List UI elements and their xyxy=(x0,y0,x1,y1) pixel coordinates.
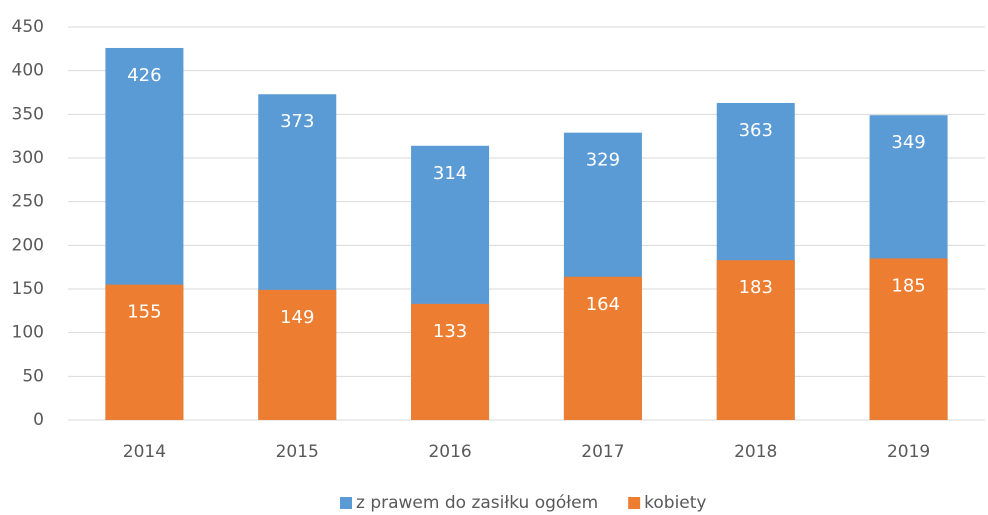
y-tick-label: 400 xyxy=(12,61,44,81)
x-tick-label: 2018 xyxy=(734,442,777,462)
bar xyxy=(563,276,642,420)
bar xyxy=(258,289,337,420)
y-tick-label: 100 xyxy=(12,323,44,343)
bar xyxy=(716,260,795,420)
legend-label: kobiety xyxy=(644,493,706,513)
x-tick-label: 2015 xyxy=(276,442,319,462)
bar xyxy=(105,284,184,420)
x-tick-label: 2014 xyxy=(123,442,166,462)
y-tick-label: 200 xyxy=(12,235,44,255)
bar xyxy=(411,303,490,420)
y-tick-label: 50 xyxy=(22,366,44,386)
data-label: 185 xyxy=(891,275,925,296)
x-tick-label: 2016 xyxy=(428,442,471,462)
data-label: 164 xyxy=(586,294,620,315)
data-label: 349 xyxy=(891,132,925,153)
data-label: 329 xyxy=(586,150,620,171)
data-label: 133 xyxy=(433,321,467,342)
y-tick-label: 150 xyxy=(12,279,44,299)
data-label: 183 xyxy=(739,277,773,298)
y-tick-label: 250 xyxy=(12,192,44,212)
legend-swatch xyxy=(340,497,352,509)
x-tick-label: 2017 xyxy=(581,442,624,462)
data-label: 155 xyxy=(127,302,161,323)
legend-label: z prawem do zasiłku ogółem xyxy=(356,493,598,513)
data-label: 149 xyxy=(280,307,314,328)
y-tick-label: 0 xyxy=(33,410,44,430)
y-tick-label: 350 xyxy=(12,104,44,124)
x-tick-label: 2019 xyxy=(887,442,930,462)
legend-swatch xyxy=(628,497,641,509)
y-tick-label: 450 xyxy=(12,17,44,37)
y-tick-label: 300 xyxy=(12,148,44,168)
data-label: 426 xyxy=(127,65,161,86)
data-label: 314 xyxy=(433,163,467,184)
data-label: 373 xyxy=(280,111,314,132)
bar xyxy=(869,258,948,420)
data-label: 363 xyxy=(739,120,773,141)
